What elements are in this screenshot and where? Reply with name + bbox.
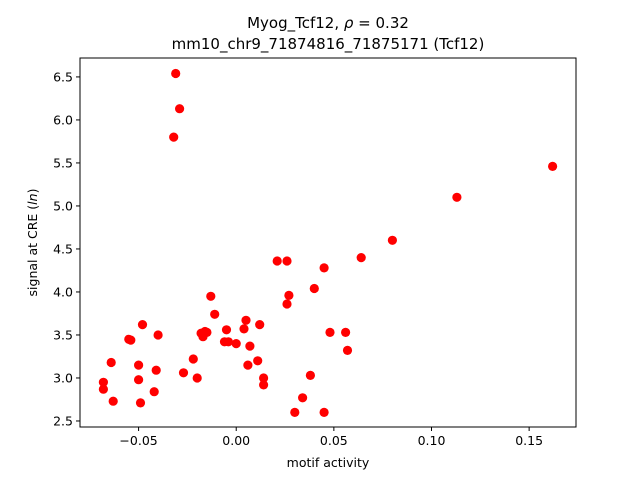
y-axis-label-italic: ln xyxy=(25,193,40,204)
y-tick-label: 2.5 xyxy=(53,413,73,428)
axes-frame xyxy=(79,57,577,428)
data-point xyxy=(134,375,144,385)
data-point xyxy=(221,325,232,335)
data-point xyxy=(178,368,189,378)
plot-area xyxy=(98,68,558,417)
data-point xyxy=(239,324,249,334)
data-point xyxy=(223,337,233,347)
data-point xyxy=(241,315,251,325)
data-point xyxy=(108,396,118,406)
chart-title-rho: ρ xyxy=(344,14,354,32)
y-tick-label: 6.0 xyxy=(53,112,73,127)
data-point xyxy=(298,393,308,403)
data-point xyxy=(319,263,329,273)
data-point xyxy=(151,365,161,375)
data-point xyxy=(319,407,329,417)
x-tick-label: 0.15 xyxy=(515,433,543,448)
data-point xyxy=(188,354,198,364)
y-tick-label: 5.0 xyxy=(53,198,73,213)
y-axis-label: signal at CRE (ln) xyxy=(25,189,40,297)
y-tick-label: 3.0 xyxy=(53,370,73,385)
chart-title-suffix: = 0.32 xyxy=(353,14,409,32)
y-tick-label: 4.5 xyxy=(53,241,73,256)
data-point xyxy=(290,407,300,417)
chart-title-line1: Myog_Tcf12, ρ = 0.32 xyxy=(247,14,409,33)
data-point xyxy=(284,290,294,300)
data-point xyxy=(137,320,148,330)
data-point xyxy=(282,256,292,266)
data-point xyxy=(309,283,319,294)
data-point xyxy=(135,398,146,408)
y-axis-label-suffix: ) xyxy=(25,189,40,194)
data-point xyxy=(192,373,202,383)
data-point xyxy=(342,345,353,355)
data-point xyxy=(98,384,108,394)
data-point xyxy=(198,332,208,342)
data-point xyxy=(126,335,136,345)
data-point xyxy=(98,377,108,387)
data-point xyxy=(356,253,366,263)
data-point xyxy=(245,341,255,351)
x-tick-label: −0.05 xyxy=(119,433,157,448)
data-point xyxy=(548,161,558,171)
y-axis-ticks: 2.5 3.0 3.5 4.0 4.5 5.0 5.5 6.0 6.5 xyxy=(53,69,80,428)
data-point xyxy=(282,299,292,309)
chart-title-prefix: Myog_Tcf12, xyxy=(247,14,344,33)
y-tick-label: 5.5 xyxy=(53,155,73,170)
x-axis-label: motif activity xyxy=(287,455,370,470)
y-axis-label-prefix: signal at CRE ( xyxy=(25,205,40,297)
data-point xyxy=(259,373,269,383)
y-tick-label: 4.0 xyxy=(53,284,73,299)
data-point xyxy=(149,387,159,397)
data-point xyxy=(206,291,216,301)
x-axis-ticks: −0.05 0.00 0.05 0.10 0.15 xyxy=(119,427,543,448)
x-tick-label: 0.00 xyxy=(222,433,250,448)
data-point xyxy=(153,330,163,340)
y-tick-label: 6.5 xyxy=(53,69,73,84)
x-tick-label: 0.10 xyxy=(418,433,446,448)
y-tick-label: 3.5 xyxy=(53,327,73,342)
data-point xyxy=(231,339,241,349)
data-point xyxy=(255,320,265,330)
chart-title-line2: mm10_chr9_71874816_71875171 (Tcf12) xyxy=(172,35,485,54)
data-point xyxy=(305,370,315,380)
data-point xyxy=(341,327,351,337)
data-point xyxy=(171,68,181,79)
data-point xyxy=(387,235,397,245)
data-point xyxy=(325,327,335,337)
data-point xyxy=(452,192,462,202)
data-point xyxy=(253,356,263,366)
data-point xyxy=(210,309,220,319)
data-point xyxy=(106,357,116,368)
data-point xyxy=(272,256,282,266)
x-tick-label: 0.05 xyxy=(320,433,348,448)
data-point xyxy=(259,380,269,390)
data-point xyxy=(134,360,144,370)
data-point xyxy=(169,132,179,142)
data-point xyxy=(175,104,185,114)
data-point xyxy=(243,360,253,370)
